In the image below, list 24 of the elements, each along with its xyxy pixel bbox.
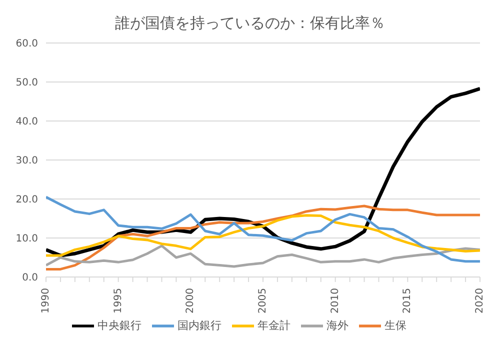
line-series (46, 244, 480, 268)
y-tick-label: 60.0 (16, 38, 38, 50)
y-tick-label: 10.0 (16, 234, 38, 245)
legend-label: 中央銀行 (98, 319, 142, 332)
y-tick-label: 0.0 (22, 272, 38, 284)
x-tick-label: 2015 (402, 288, 414, 314)
line-series (46, 204, 480, 270)
y-tick-label: 30.0 (16, 156, 38, 167)
x-tick-label: 2020 (474, 288, 486, 314)
legend-label: 海外 (326, 319, 348, 332)
x-tick-label: 1995 (112, 288, 124, 314)
line-series (46, 214, 480, 257)
line-series (46, 196, 480, 263)
y-tick-label: 50.0 (16, 78, 38, 89)
legend-label: 生保 (384, 319, 406, 332)
x-tick-label: 2005 (258, 288, 268, 314)
y-tick-label: 40.0 (16, 116, 38, 128)
x-tick-label: 1990 (40, 288, 52, 314)
x-tick-label: 2000 (185, 288, 196, 314)
legend-label: 国内銀行 (178, 319, 222, 332)
x-tick-label: 2010 (330, 288, 341, 314)
legend-label: 年金計 (258, 319, 290, 332)
chart-title: 誰が国債を持っているのか：保有比率％ (114, 13, 386, 34)
y-tick-label: 20.0 (16, 194, 38, 206)
